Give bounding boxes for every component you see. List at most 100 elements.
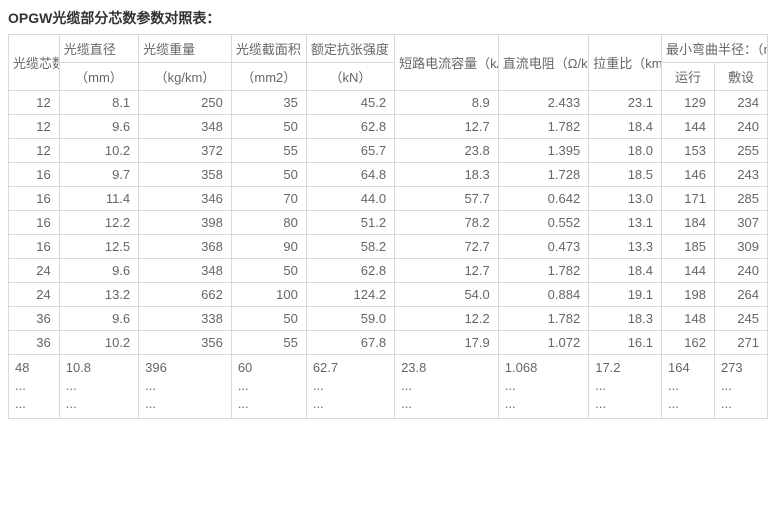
cell: 12.2 [395,307,499,331]
cell: 1.072 [498,331,588,355]
cell: 72.7 [395,235,499,259]
cell: 16 [9,163,60,187]
table-row: 129.63485062.812.71.78218.4144240 [9,115,768,139]
cell: 0.884 [498,283,588,307]
table-row: 1612.23988051.278.20.55213.1184307 [9,211,768,235]
cell: 10.2 [59,331,138,355]
cell: 12.7 [395,259,499,283]
cell: 8.9 [395,91,499,115]
unit-weight: （kg/km） [139,63,232,91]
cell: 0.552 [498,211,588,235]
cell: 51.2 [306,211,394,235]
table-row: 249.63485062.812.71.78218.4144240 [9,259,768,283]
cell: 0.473 [498,235,588,259]
cell: 0.642 [498,187,588,211]
cell: 144 [662,259,715,283]
cell: 18.3 [395,163,499,187]
cell: 60...... [231,355,306,419]
cell: 271 [714,331,767,355]
cell: 146 [662,163,715,187]
cell: 129 [662,91,715,115]
cell: 100 [231,283,306,307]
cell: 240 [714,115,767,139]
col-bend-lay: 敷设 [714,63,767,91]
col-section: 光缆截面积 [231,35,306,63]
cell: 184 [662,211,715,235]
unit-diameter: （mm） [59,63,138,91]
table-row: 3610.23565567.817.91.07216.1162271 [9,331,768,355]
cell: 17.9 [395,331,499,355]
cell: 171 [662,187,715,211]
cell: 9.6 [59,259,138,283]
cell: 35 [231,91,306,115]
page-title: OPGW光缆部分芯数参数对照表： [8,8,769,28]
cell: 12 [9,91,60,115]
cell: 9.6 [59,115,138,139]
cell: 240 [714,259,767,283]
cell: 9.6 [59,307,138,331]
cell: 234 [714,91,767,115]
cell: 162 [662,331,715,355]
cell: 309 [714,235,767,259]
cell: 346 [139,187,232,211]
cell: 153 [662,139,715,163]
cell: 13.0 [589,187,662,211]
cell: 1.782 [498,259,588,283]
cell: 18.4 [589,259,662,283]
cell: 70 [231,187,306,211]
cell: 264 [714,283,767,307]
cell: 16 [9,235,60,259]
cell: 13.3 [589,235,662,259]
cell: 90 [231,235,306,259]
cell: 18.4 [589,115,662,139]
cell: 124.2 [306,283,394,307]
col-weight: 光缆重量 [139,35,232,63]
cell: 16.1 [589,331,662,355]
cell: 62.8 [306,115,394,139]
cell: 368 [139,235,232,259]
cell: 144 [662,115,715,139]
cell: 24 [9,259,60,283]
cell: 198 [662,283,715,307]
cell: 243 [714,163,767,187]
cell: 59.0 [306,307,394,331]
cell: 19.1 [589,283,662,307]
cell: 185 [662,235,715,259]
cell: 372 [139,139,232,163]
cell: 338 [139,307,232,331]
cell: 164...... [662,355,715,419]
cell: 50 [231,115,306,139]
cell: 54.0 [395,283,499,307]
cell: 16 [9,211,60,235]
unit-tensile: （kN） [306,63,394,91]
cell: 348 [139,115,232,139]
cell: 13.1 [589,211,662,235]
cell: 358 [139,163,232,187]
col-bend-radius: 最小弯曲半径：（mm） [662,35,768,63]
cell: 78.2 [395,211,499,235]
table-row: 1612.53689058.272.70.47313.3185309 [9,235,768,259]
col-shortcircuit: 短路电流容量（kA2s） [395,35,499,91]
cell: 16 [9,187,60,211]
cell: 23.1 [589,91,662,115]
cell: 44.0 [306,187,394,211]
cell: 12 [9,115,60,139]
cell: 45.2 [306,91,394,115]
cell: 348 [139,259,232,283]
cell: 62.8 [306,259,394,283]
cell: 55 [231,139,306,163]
cell: 57.7 [395,187,499,211]
cell: 18.5 [589,163,662,187]
table-row: 369.63385059.012.21.78218.3148245 [9,307,768,331]
cell: 55 [231,331,306,355]
cell: 245 [714,307,767,331]
col-resistance: 直流电阻（Ω/km） [498,35,588,91]
cell: 307 [714,211,767,235]
cell: 17.2...... [589,355,662,419]
cell: 2.433 [498,91,588,115]
table-row: 1611.43467044.057.70.64213.0171285 [9,187,768,211]
table-row: 128.12503545.28.92.43323.1129234 [9,91,768,115]
cell: 12.7 [395,115,499,139]
col-ratio: 拉重比（km） [589,35,662,91]
cell: 10.8...... [59,355,138,419]
